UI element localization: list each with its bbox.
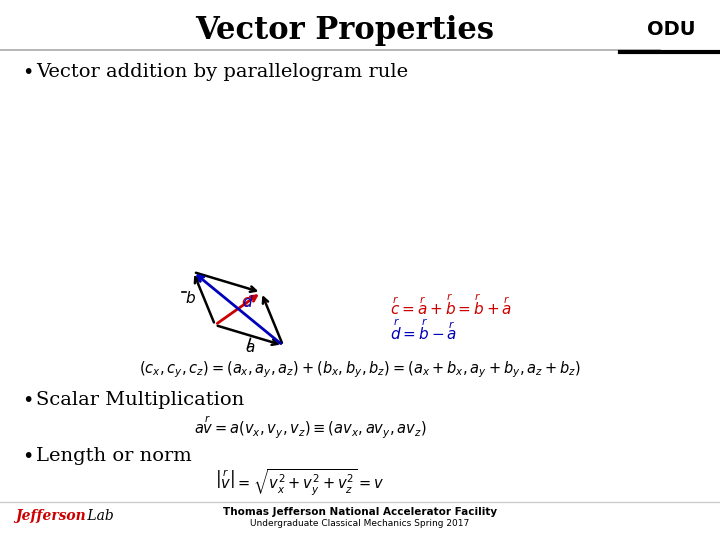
Text: $b$: $b$ xyxy=(184,291,196,307)
Text: Scalar Multiplication: Scalar Multiplication xyxy=(36,391,244,409)
Text: ODU: ODU xyxy=(647,20,695,39)
Text: $\overset{r}{d}=\overset{r}{b}-\overset{r}{a}$: $\overset{r}{d}=\overset{r}{b}-\overset{… xyxy=(390,317,457,343)
Text: •: • xyxy=(22,447,33,465)
Text: $a$: $a$ xyxy=(245,341,255,355)
Text: Lab: Lab xyxy=(83,509,114,523)
Text: Vector addition by parallelogram rule: Vector addition by parallelogram rule xyxy=(36,63,408,81)
Text: $\left(c_x,c_y,c_z\right)=\left(a_x,a_y,a_z\right)+\left(b_x,b_y,b_z\right)=\lef: $\left(c_x,c_y,c_z\right)=\left(a_x,a_y,… xyxy=(139,360,581,380)
Text: Undergraduate Classical Mechanics Spring 2017: Undergraduate Classical Mechanics Spring… xyxy=(251,518,469,528)
Text: Vector Properties: Vector Properties xyxy=(196,15,495,45)
Text: •: • xyxy=(22,390,33,409)
Text: $\left|\overset{r}{v}\right|=\sqrt{v_x^2+v_y^2+v_z^2}=v$: $\left|\overset{r}{v}\right|=\sqrt{v_x^2… xyxy=(215,468,384,498)
Text: $d$: $d$ xyxy=(242,294,254,309)
Text: Jefferson: Jefferson xyxy=(15,509,86,523)
Text: $c$: $c$ xyxy=(241,295,251,309)
Text: $\overset{r}{c}=\overset{r}{a}+\overset{r\;}{b}=\overset{r\;}{b}+\overset{r}{a}$: $\overset{r}{c}=\overset{r}{a}+\overset{… xyxy=(390,292,513,318)
Text: $a\overset{r}{v}=a\left(v_x,v_y,v_z\right)\equiv\left(av_x,av_y,av_z\right)$: $a\overset{r}{v}=a\left(v_x,v_y,v_z\righ… xyxy=(194,413,426,441)
Text: •: • xyxy=(22,63,33,82)
Text: Length or norm: Length or norm xyxy=(36,447,192,465)
Text: Thomas Jefferson National Accelerator Facility: Thomas Jefferson National Accelerator Fa… xyxy=(223,507,497,517)
